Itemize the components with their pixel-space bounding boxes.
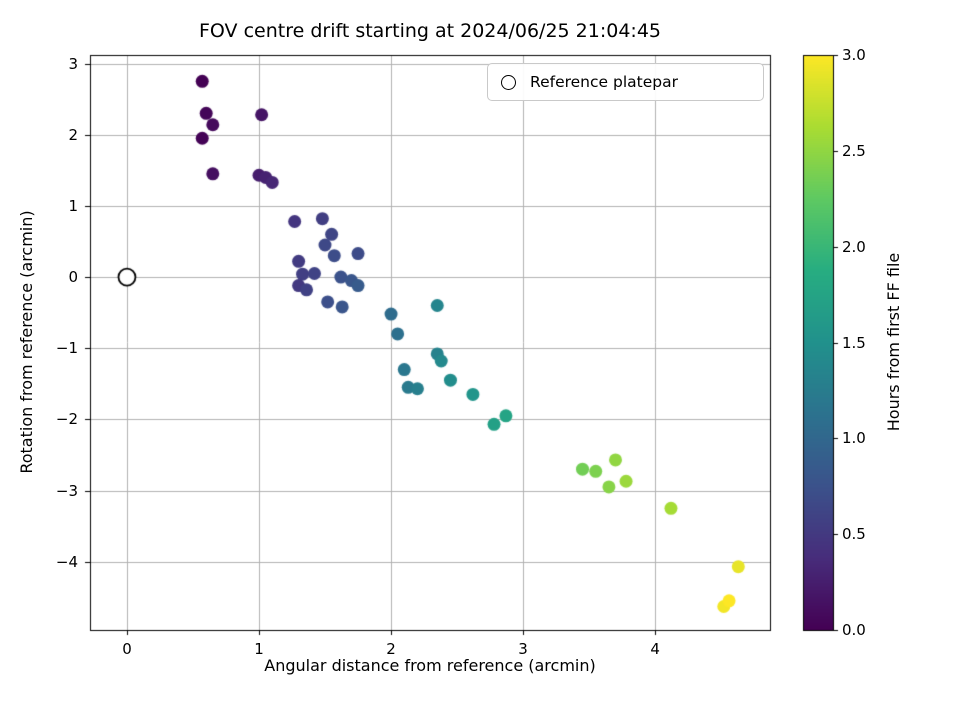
y-tick-label: −3 [55,481,78,500]
colorbar-tick-label: 2.5 [842,141,866,160]
colorbar-tick-label: 0.5 [842,525,866,544]
reference-platepar-marker-icon [501,74,516,90]
x-axis-label: Angular distance from reference (arcmin) [264,656,596,675]
colorbar-tick-label: 2.0 [842,237,866,256]
colorbar-tick-label: 1.5 [842,333,866,352]
colorbar-tick-label: 3.0 [842,46,866,64]
x-tick-label: 3 [518,640,528,658]
y-tick-label: −1 [55,339,78,358]
y-tick-label: 0 [68,268,78,287]
chart-title: FOV centre drift starting at 2024/06/25 … [198,20,662,42]
x-tick-label: 1 [254,640,264,658]
y-tick-label: −4 [55,552,78,571]
y-tick-label: 3 [68,54,78,73]
y-tick-label: −2 [55,410,78,429]
x-tick-label: 2 [386,640,396,658]
x-tick-label: 4 [650,640,660,658]
legend: Reference platepar [487,63,764,101]
colorbar-tick-label: 1.0 [842,429,866,448]
x-tick-label: 0 [122,640,132,658]
y-tick-label: 2 [68,125,78,144]
colorbar-tick-label: 0.0 [842,621,866,639]
colorbar-label: Hours from first FF file [884,252,903,432]
legend-label: Reference platepar [530,73,678,91]
y-tick-label: 1 [68,196,78,215]
